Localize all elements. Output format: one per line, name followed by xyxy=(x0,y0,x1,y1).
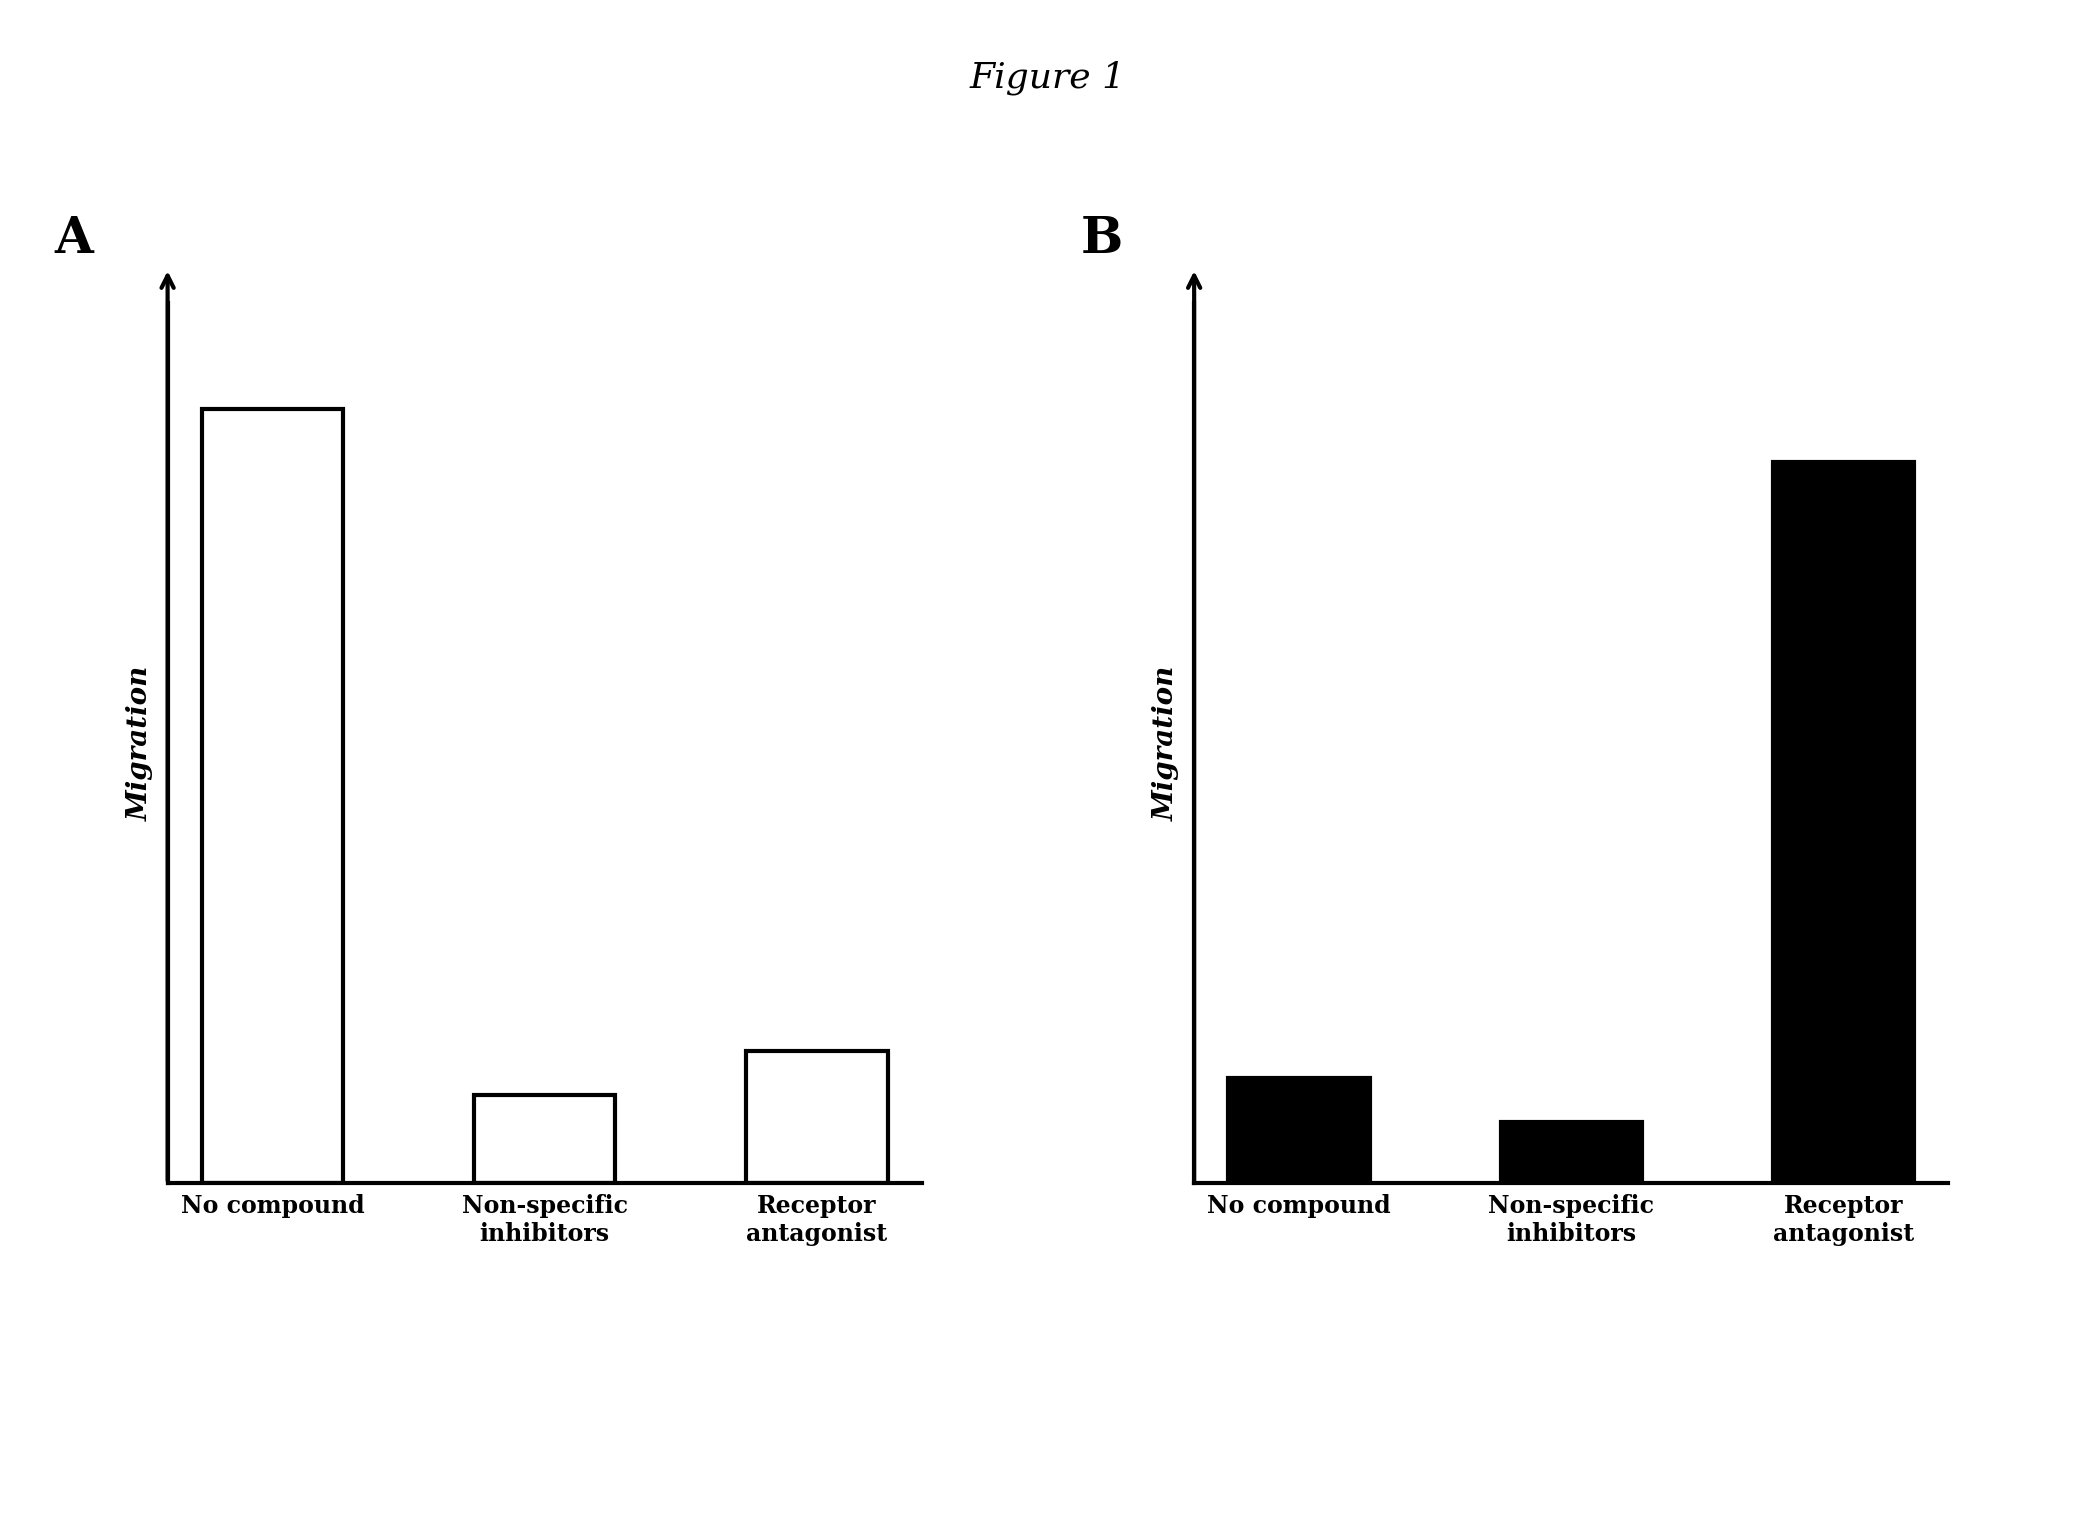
Bar xyxy=(473,1095,616,1183)
Bar xyxy=(1228,1077,1370,1183)
Bar xyxy=(746,1051,888,1183)
Bar xyxy=(1500,1121,1642,1183)
Text: A: A xyxy=(54,215,94,264)
Bar xyxy=(1772,461,1915,1183)
Bar xyxy=(201,410,344,1183)
Y-axis label: Migration: Migration xyxy=(126,666,153,821)
Y-axis label: Migration: Migration xyxy=(1152,666,1179,821)
Text: Figure 1: Figure 1 xyxy=(970,61,1125,96)
Text: B: B xyxy=(1081,215,1123,264)
